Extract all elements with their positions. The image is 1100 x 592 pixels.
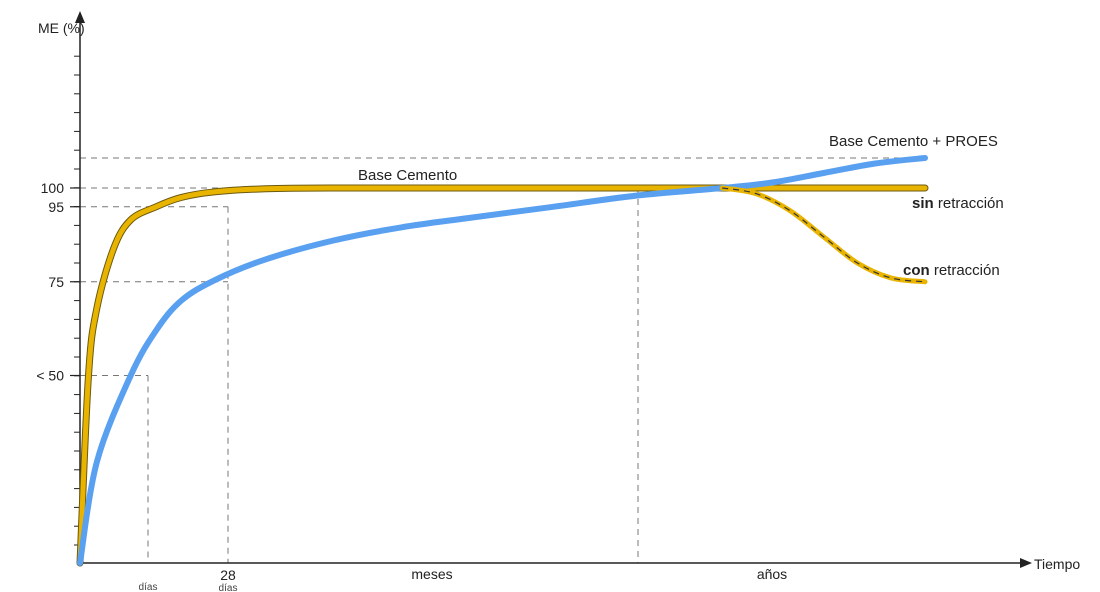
y-tick-label: 100 [41,180,65,196]
series-base-cemento-proes [77,155,928,566]
y-tick-label: 75 [48,274,64,290]
x-tick-label: años [757,566,787,582]
series-con-retraccion [719,185,928,285]
x-tick-label: días [139,582,158,592]
y-axis-arrow-icon [75,11,85,23]
x-axis-label: Tiempo [1034,556,1080,572]
series-annotation: con retracción [903,262,1000,279]
annotation-text-part: Base Cemento [358,167,457,184]
x-tick-label: meses [411,566,452,582]
series-annotation: Base Cemento [358,167,457,184]
x-tick-sublabel: días [219,583,238,592]
x-axis-arrow-icon [1020,558,1032,568]
series-annotation: Base Cemento + PROES [829,133,998,150]
annotation-bold-part: con [903,262,930,279]
series-con-retraccion-dash [722,187,926,283]
annotation-text-part: Base Cemento + PROES [829,133,998,150]
series-base-cemento [77,185,928,566]
y-axis-label: ME (%) [38,20,85,36]
annotation-text-part: retracción [934,195,1004,212]
series-base-cemento-outline [76,184,929,567]
series-annotation: sin retracción [912,195,1004,212]
annotation-text-part: retracción [930,262,1000,279]
annotation-bold-part: sin [912,195,934,212]
y-tick-label: < 50 [36,368,64,384]
y-tick-label: 95 [48,199,64,215]
x-tick-label: 28 [220,567,236,583]
